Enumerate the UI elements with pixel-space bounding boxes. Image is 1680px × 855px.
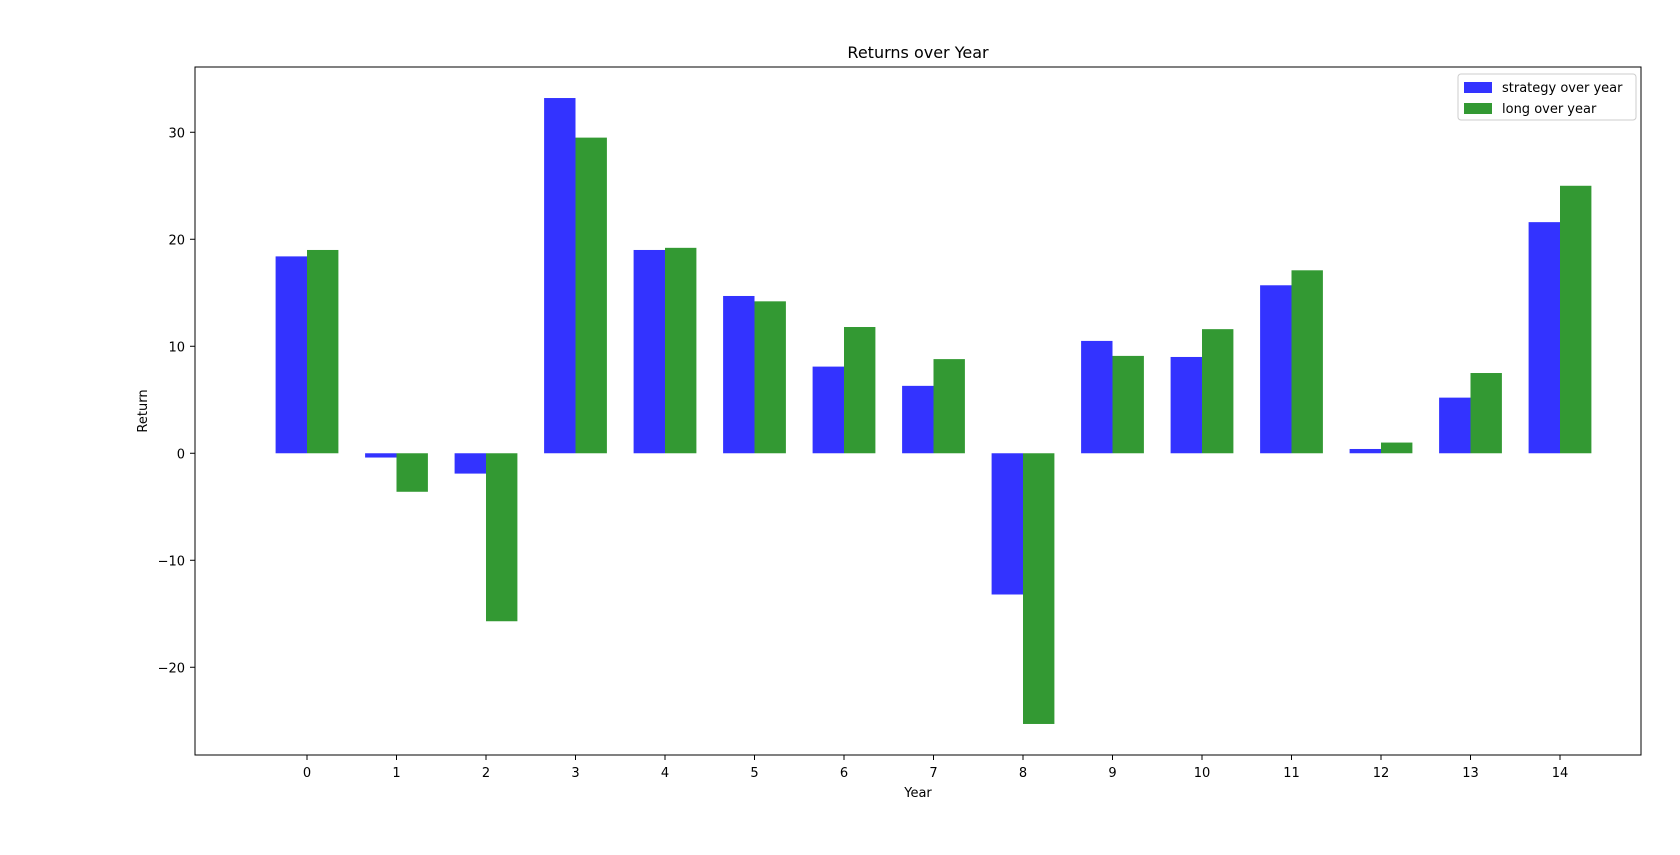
long-bar-12 (1381, 442, 1413, 454)
y-tick-label: −20 (158, 661, 185, 676)
legend: strategy over year long over year (1457, 73, 1637, 121)
legend-label-long: long over year (1502, 102, 1597, 117)
y-axis-title: Return (136, 389, 151, 432)
y-axis: −20 −10 0 10 20 30 (158, 126, 195, 676)
strategy-bar-9 (1081, 340, 1113, 454)
x-tick-label: 3 (571, 766, 579, 781)
long-bar-2 (486, 453, 518, 622)
long-bar-7 (933, 359, 965, 454)
long-bar-11 (1291, 270, 1323, 454)
long-bar-13 (1470, 373, 1502, 454)
long-bar-8 (1023, 453, 1055, 724)
x-tick-label: 2 (482, 766, 490, 781)
long-bar-4 (665, 247, 697, 454)
chart-title: Returns over Year (847, 43, 989, 62)
bars-layer (275, 98, 1592, 724)
strategy-bar-12 (1349, 448, 1381, 454)
x-tick-label: 7 (929, 766, 937, 781)
y-tick-label: 20 (168, 233, 185, 248)
long-bar-6 (844, 327, 876, 454)
strategy-bar-6 (812, 366, 844, 454)
long-bar-5 (754, 301, 786, 454)
x-tick-label: 10 (1194, 766, 1211, 781)
legend-box (1457, 73, 1637, 121)
y-tick-label: 30 (168, 126, 185, 141)
long-bar-10 (1202, 329, 1234, 454)
strategy-bar-8 (991, 453, 1023, 595)
plot-frame (194, 66, 1642, 756)
x-tick-label: 0 (303, 766, 311, 781)
long-bar-3 (575, 137, 607, 454)
x-tick-label: 5 (750, 766, 758, 781)
x-tick-label: 13 (1462, 766, 1479, 781)
strategy-bar-4 (633, 249, 665, 454)
x-tick-label: 14 (1552, 766, 1569, 781)
x-tick-label: 4 (661, 766, 669, 781)
long-bar-14 (1560, 185, 1592, 454)
strategy-bar-13 (1439, 397, 1471, 454)
strategy-bar-7 (902, 385, 934, 454)
x-tick-label: 9 (1108, 766, 1116, 781)
strategy-bar-5 (723, 295, 755, 454)
strategy-bar-14 (1528, 222, 1560, 454)
legend-swatch-strategy (1464, 82, 1492, 93)
strategy-bar-10 (1170, 356, 1202, 454)
long-bar-1 (396, 453, 428, 492)
y-tick-label: 10 (168, 340, 185, 355)
legend-label-strategy: strategy over year (1502, 81, 1623, 96)
legend-swatch-long (1464, 103, 1492, 114)
strategy-bar-2 (454, 453, 486, 474)
x-tick-label: 6 (840, 766, 848, 781)
long-bar-0 (307, 249, 339, 454)
strategy-bar-3 (544, 98, 576, 454)
x-tick-label: 11 (1283, 766, 1300, 781)
x-tick-label: 12 (1373, 766, 1390, 781)
strategy-bar-0 (275, 256, 307, 454)
x-axis: 0 1 2 3 4 5 6 7 8 9 10 11 12 13 14 (303, 755, 1568, 781)
strategy-bar-1 (365, 453, 397, 458)
y-tick-label: 0 (177, 447, 185, 462)
y-tick-label: −10 (158, 554, 185, 569)
x-tick-label: 1 (392, 766, 400, 781)
strategy-bar-11 (1260, 285, 1292, 454)
x-tick-label: 8 (1019, 766, 1027, 781)
x-axis-title: Year (903, 786, 932, 801)
long-bar-9 (1112, 355, 1144, 454)
